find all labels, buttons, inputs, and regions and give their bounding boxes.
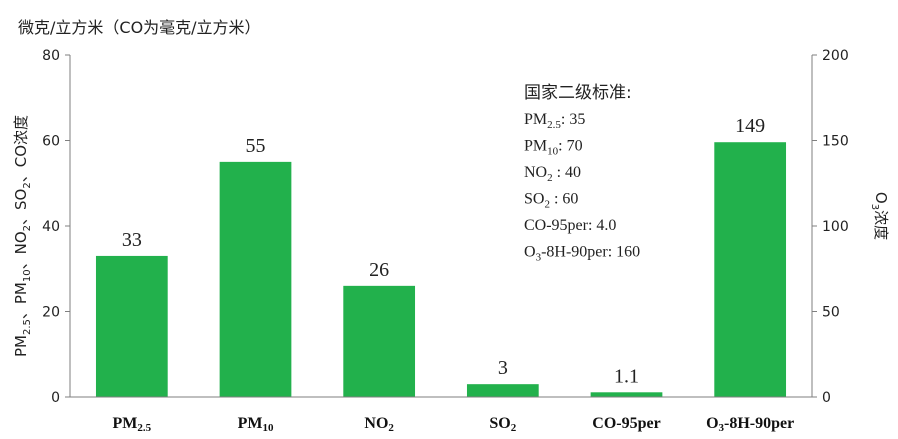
category-label: SO2​ — [489, 415, 516, 434]
standards-title: 国家二级标准: — [524, 83, 632, 103]
right-axis-title: O3​浓度 — [869, 192, 890, 240]
left-tick-label: 0 — [51, 390, 60, 406]
data-label: 1.1 — [614, 365, 639, 387]
right-tick-label: 50 — [822, 305, 840, 321]
standards-item: CO-95per: 4.0 — [524, 217, 616, 234]
right-tick-label: 100 — [822, 219, 849, 235]
bar-no2 — [343, 285, 416, 397]
standards-item: SO2​ : 60 — [524, 191, 578, 211]
left-tick-label: 60 — [42, 134, 60, 150]
data-label: 149 — [735, 115, 765, 137]
left-tick-label: 20 — [42, 305, 60, 321]
category-label: PM2.5​ — [113, 415, 152, 434]
left-tick-label: 80 — [42, 48, 60, 64]
category-label: PM10​ — [238, 415, 274, 434]
bar-pm2-5 — [95, 255, 168, 397]
bar-o3-8h-90per — [714, 142, 787, 397]
data-label: 26 — [369, 259, 389, 281]
right-tick-label: 150 — [822, 134, 849, 150]
standards-item: O3​-8H-90per: 160 — [524, 244, 640, 264]
left-axis-title: PM2.5​、PM10​、NO2​、SO2​、CO浓度 — [12, 115, 33, 357]
bar-pm10 — [219, 161, 292, 397]
standards-item: PM2.5​: 35 — [524, 111, 585, 131]
data-label: 3 — [498, 357, 508, 379]
right-tick-label: 0 — [822, 390, 831, 406]
unit-label: 微克/立方米（CO为毫克/立方米） — [18, 18, 261, 37]
bar-co-95per — [590, 392, 663, 397]
right-tick-label: 200 — [822, 48, 849, 64]
standards-item: NO2​ : 40 — [524, 164, 581, 184]
category-label: NO2​ — [364, 415, 394, 434]
category-label: CO-95per — [592, 415, 660, 432]
standards-item: PM10​: 70 — [524, 138, 583, 158]
data-label: 33 — [122, 229, 142, 251]
bar-so2 — [466, 384, 539, 397]
data-label: 55 — [246, 135, 266, 157]
left-tick-label: 40 — [42, 219, 60, 235]
category-label: O3​-8H-90per — [706, 415, 794, 434]
